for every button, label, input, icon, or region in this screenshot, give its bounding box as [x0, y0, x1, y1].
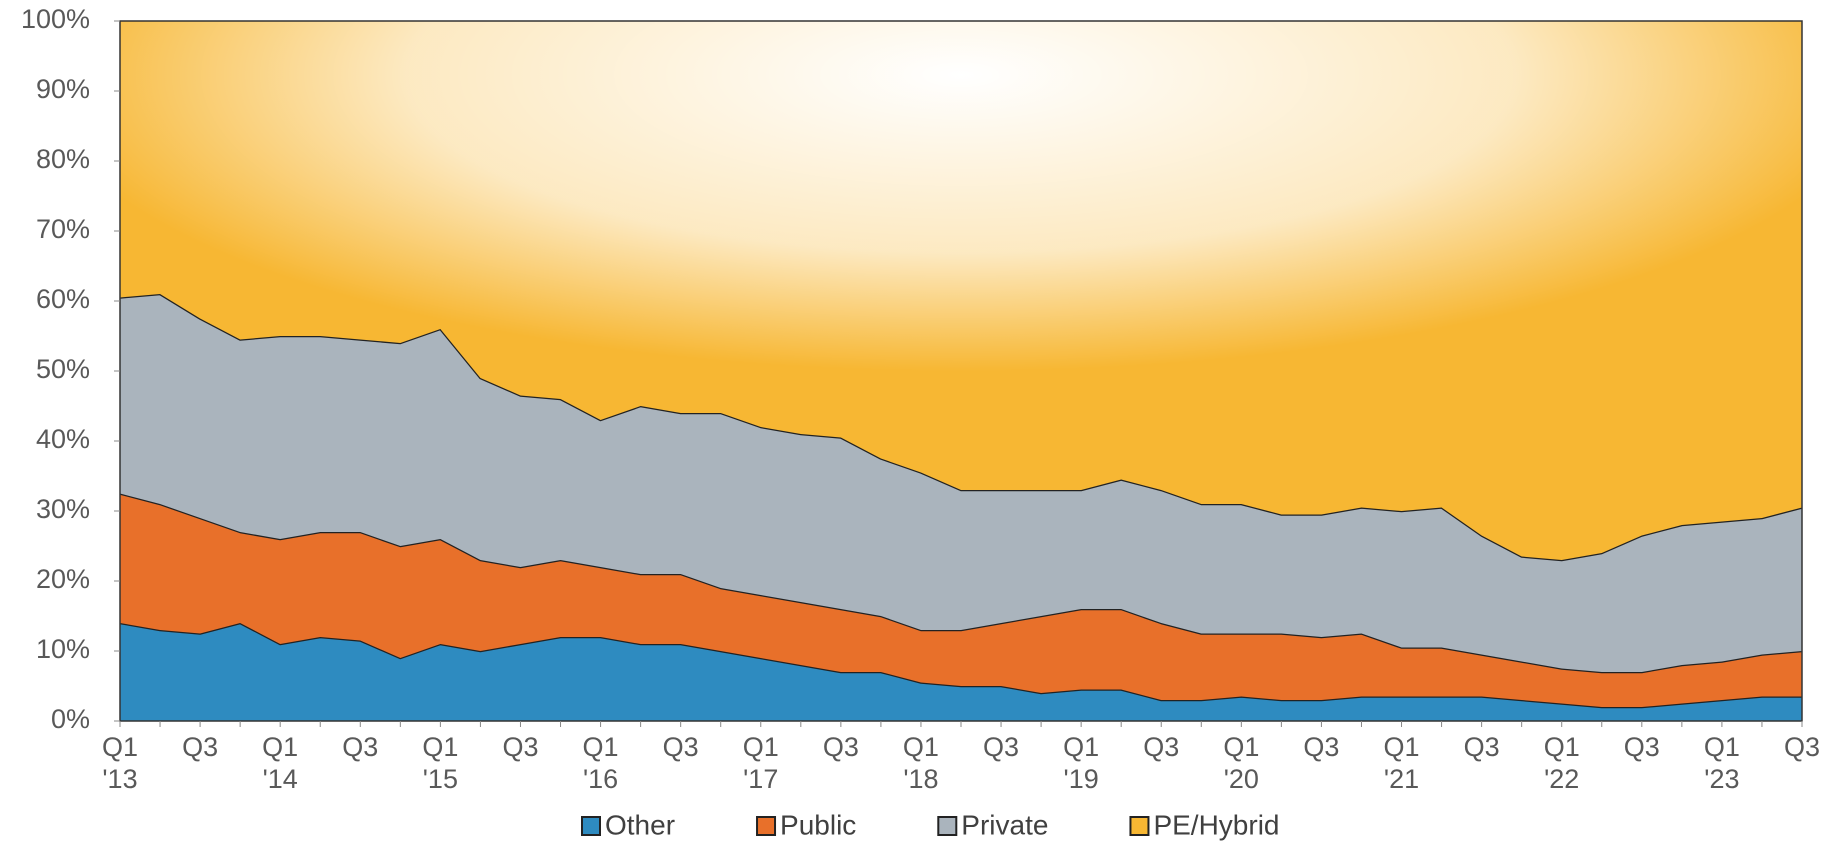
legend-label: Public [780, 809, 856, 840]
x-tick-label: Q1'14 [262, 732, 298, 794]
y-tick-label: 80% [36, 144, 90, 174]
x-tick-label: Q1'16 [583, 732, 619, 794]
x-tick-label: Q3 [1143, 732, 1179, 762]
x-tick-label: Q1'21 [1384, 732, 1420, 794]
x-tick-label: Q3 [1303, 732, 1339, 762]
x-tick-label: Q3 [823, 732, 859, 762]
x-tick-label: Q1'17 [743, 732, 779, 794]
y-tick-label: 40% [36, 424, 90, 454]
y-tick-label: 30% [36, 494, 90, 524]
x-tick-label: Q3 [1624, 732, 1660, 762]
x-tick-label: Q1'23 [1704, 732, 1740, 794]
area [120, 493, 1802, 707]
x-tick-label: Q3 [502, 732, 538, 762]
x-tick-label: Q3 [983, 732, 1019, 762]
y-tick-label: 90% [36, 74, 90, 104]
x-tick-label: Q3 [1784, 732, 1820, 762]
y-tick-label: 100% [21, 4, 90, 34]
x-tick-label: Q1'18 [903, 732, 939, 794]
x-tick-label: Q1'20 [1223, 732, 1259, 794]
legend-label: Private [961, 809, 1048, 840]
x-tick-label: Q3 [182, 732, 218, 762]
legend-swatch [581, 816, 601, 836]
legend-label: PE/Hybrid [1153, 809, 1279, 840]
x-tick-label: Q3 [663, 732, 699, 762]
y-tick-label: 50% [36, 354, 90, 384]
x-tick-label: Q3 [1464, 732, 1500, 762]
y-tick-label: 20% [36, 564, 90, 594]
x-tick-label: Q1'19 [1063, 732, 1099, 794]
legend-swatch [937, 816, 958, 836]
highlight [120, 21, 1802, 560]
legend-item: Private [937, 809, 1048, 840]
x-tick-label: Q1'22 [1544, 732, 1580, 794]
legend-item: PE/Hybrid [1129, 809, 1280, 840]
legend-label: Other [605, 809, 675, 840]
y-tick-label: 70% [36, 214, 90, 244]
legend-item: Other [581, 809, 675, 840]
area [120, 294, 1802, 672]
x-tick-label: Q1'15 [422, 732, 458, 794]
x-tick-label: Q3 [342, 732, 378, 762]
y-tick-label: 60% [36, 284, 90, 314]
y-tick-label: 0% [51, 704, 90, 734]
y-tick-label: 10% [36, 634, 90, 664]
legend-swatch [1129, 816, 1150, 836]
legend-swatch [756, 816, 777, 836]
legend-item: Public [756, 809, 856, 840]
x-tick-label: Q1'13 [102, 732, 138, 794]
